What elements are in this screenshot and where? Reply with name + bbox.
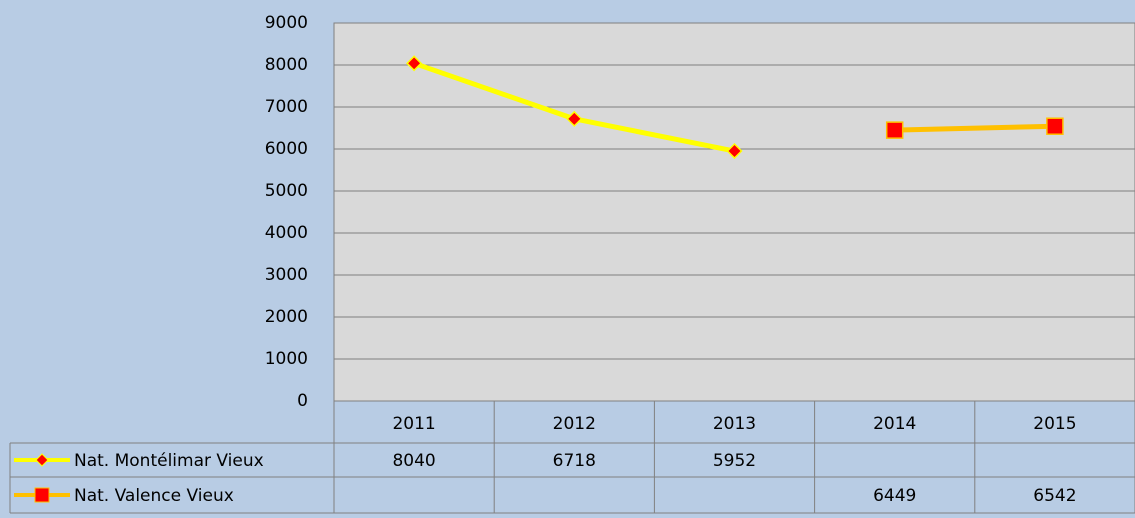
plot-area — [333, 22, 1135, 402]
marker — [1046, 117, 1064, 135]
marker — [726, 142, 743, 160]
legend-label: Nat. Montélimar Vieux — [74, 451, 264, 471]
table-value: 6542 — [1033, 486, 1076, 506]
y-tick-label: 5000 — [265, 181, 308, 201]
marker — [406, 55, 423, 72]
marker — [885, 121, 904, 139]
legend-marker — [35, 453, 49, 467]
table-value: 6449 — [873, 486, 916, 506]
x-tick-label: 2011 — [392, 414, 435, 434]
table-value: 6718 — [553, 451, 596, 471]
x-tick-label: 2012 — [553, 414, 596, 434]
series-line — [894, 123, 1055, 133]
y-tick-label: 2000 — [265, 307, 308, 327]
y-tick-label: 6000 — [265, 139, 308, 159]
table-value: 5952 — [713, 451, 756, 471]
legend-marker — [34, 487, 50, 503]
y-tick-label: 7000 — [265, 97, 308, 117]
table-value: 8040 — [392, 451, 435, 471]
y-tick-label: 3000 — [265, 265, 308, 285]
x-tick-label: 2013 — [713, 414, 756, 434]
x-tick-label: 2014 — [873, 414, 916, 434]
y-tick-label: 4000 — [265, 223, 308, 243]
y-tick-label: 1000 — [265, 349, 308, 369]
y-tick-label: 8000 — [265, 55, 308, 75]
legend-label: Nat. Valence Vieux — [74, 486, 234, 506]
marker — [566, 110, 583, 127]
y-tick-label: 9000 — [265, 13, 308, 33]
x-tick-label: 2015 — [1033, 414, 1076, 434]
y-tick-label: 0 — [297, 391, 308, 411]
